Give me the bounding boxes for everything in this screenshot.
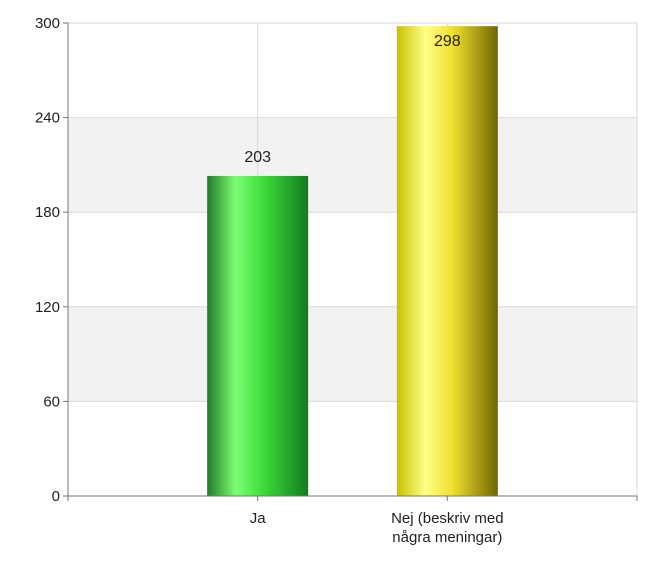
background-band (68, 212, 637, 307)
y-tick-label: 240 (35, 110, 60, 127)
y-tick-label: 180 (35, 204, 60, 221)
y-tick-label: 0 (52, 488, 60, 505)
y-axis-ticks: 0 60 120 180 240 300 (35, 15, 68, 505)
background-band (68, 23, 637, 118)
axes (67, 23, 637, 497)
y-tick-label: 300 (35, 15, 60, 32)
x-axis-ticks: Ja Nej (beskriv med några meningar) (67, 496, 638, 546)
background-band (68, 306, 637, 402)
background-band (68, 117, 637, 213)
bar (396, 26, 498, 497)
x-category-label-line: Ja (250, 510, 267, 527)
x-category-label: Ja (250, 510, 267, 527)
plot-background-bands (68, 23, 637, 496)
bars (207, 26, 498, 497)
x-category-label-line: Nej (beskriv med (391, 510, 504, 527)
data-labels: 203 298 (244, 33, 460, 166)
background-band (68, 401, 637, 496)
bar-value-label: 298 (434, 33, 461, 50)
bar (207, 175, 309, 497)
y-tick-label: 60 (43, 393, 60, 410)
y-tick-label: 120 (35, 299, 60, 316)
bar-value-label: 203 (244, 149, 271, 166)
x-category-label-line: några meningar) (392, 529, 502, 546)
x-category-label: Nej (beskriv med några meningar) (391, 510, 504, 546)
